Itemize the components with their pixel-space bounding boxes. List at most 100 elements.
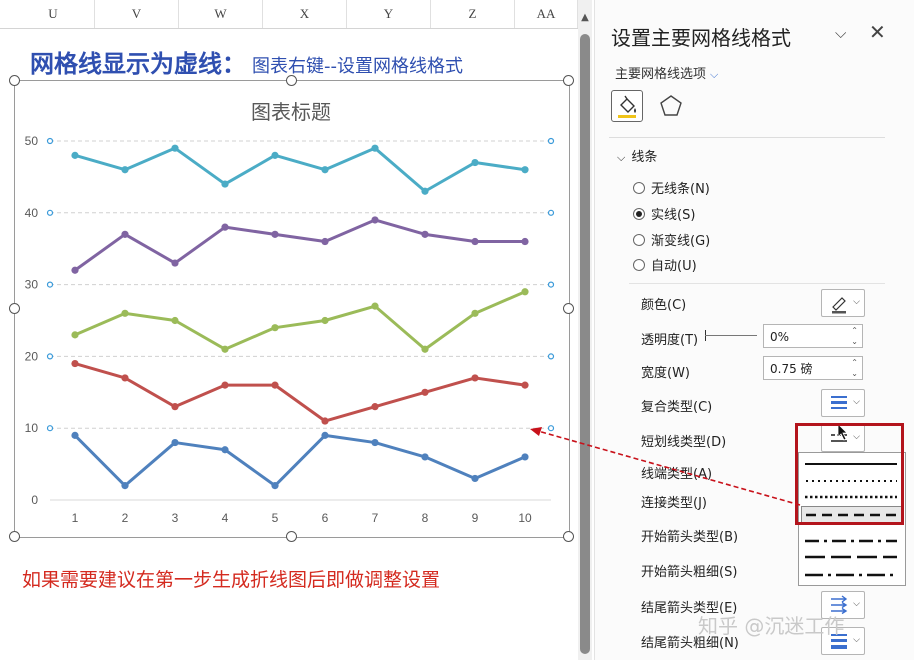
- dash-option-round-dot[interactable]: [805, 475, 897, 487]
- end-arrow-type-dropdown[interactable]: ⌵: [821, 591, 865, 619]
- data-point[interactable]: [121, 309, 129, 317]
- scroll-up-arrow-icon[interactable]: ▲: [581, 12, 589, 23]
- transparency-input[interactable]: 0% ⌃ ⌄: [763, 324, 863, 348]
- data-point[interactable]: [371, 216, 379, 224]
- gridline-handle[interactable]: [547, 137, 555, 145]
- resize-handle-bottom[interactable]: [286, 531, 297, 542]
- color-picker-button[interactable]: ⌵: [821, 289, 865, 317]
- data-point[interactable]: [221, 223, 229, 231]
- series-line[interactable]: [74, 218, 525, 272]
- data-point[interactable]: [521, 237, 529, 246]
- close-icon[interactable]: ✕: [869, 20, 886, 44]
- column-header-v[interactable]: V: [95, 0, 179, 28]
- data-point[interactable]: [71, 151, 79, 159]
- gridline-handle[interactable]: [547, 209, 555, 216]
- data-point[interactable]: [121, 230, 129, 238]
- scrollbar-thumb[interactable]: [580, 34, 590, 654]
- data-point[interactable]: [421, 230, 429, 238]
- data-point[interactable]: [221, 345, 229, 353]
- dash-option-long-dash[interactable]: [805, 551, 897, 563]
- data-point[interactable]: [471, 158, 479, 167]
- resize-handle-bottom-right[interactable]: [563, 531, 574, 542]
- radio-automatic[interactable]: 自动(U): [633, 255, 697, 274]
- resize-handle-top-right[interactable]: [563, 75, 574, 86]
- pane-options-chevron-icon[interactable]: ⌵: [835, 24, 847, 42]
- dash-option-dash-selected[interactable]: [801, 506, 903, 524]
- radio-no-line[interactable]: 无线条(N): [633, 178, 710, 197]
- data-point[interactable]: [271, 230, 279, 238]
- data-point[interactable]: [421, 388, 429, 396]
- data-point[interactable]: [71, 266, 79, 274]
- data-point[interactable]: [371, 302, 379, 310]
- column-header-aa[interactable]: AA: [515, 0, 578, 28]
- resize-handle-left[interactable]: [9, 303, 20, 314]
- resize-handle-top-left[interactable]: [9, 75, 20, 86]
- column-header-y[interactable]: Y: [347, 0, 431, 28]
- data-point[interactable]: [521, 166, 529, 174]
- width-input[interactable]: 0.75 磅 ⌃ ⌄: [763, 356, 863, 380]
- data-point[interactable]: [271, 151, 279, 159]
- resize-handle-top[interactable]: [286, 75, 297, 86]
- gridline-handle[interactable]: [547, 425, 555, 432]
- data-point[interactable]: [371, 438, 379, 447]
- data-point[interactable]: [171, 403, 179, 411]
- line-chart[interactable]: 0 10 20 30 40 50 1 2 3 4 5 6 7 8 9 10: [0, 0, 578, 660]
- gridline-handle[interactable]: [46, 209, 54, 216]
- tab-effects[interactable]: [657, 92, 685, 120]
- data-point[interactable]: [471, 237, 479, 246]
- column-header-w[interactable]: W: [179, 0, 263, 28]
- data-point[interactable]: [421, 345, 429, 353]
- tab-fill-line[interactable]: [611, 90, 643, 122]
- data-point[interactable]: [471, 374, 479, 382]
- spin-arrows-icon[interactable]: ⌃ ⌄: [851, 326, 858, 346]
- series-line[interactable]: [74, 290, 526, 351]
- data-point[interactable]: [121, 374, 129, 382]
- data-point[interactable]: [421, 187, 429, 195]
- data-point[interactable]: [171, 144, 179, 152]
- gridline-handle[interactable]: [46, 353, 54, 360]
- compound-type-dropdown[interactable]: ⌵: [821, 389, 865, 417]
- data-point[interactable]: [471, 474, 479, 483]
- data-point[interactable]: [471, 309, 479, 317]
- data-point[interactable]: [521, 288, 529, 296]
- section-line-header[interactable]: ⌵ 线条: [617, 146, 657, 165]
- gridline-handle[interactable]: [46, 137, 54, 145]
- gridline-handle[interactable]: [46, 425, 54, 432]
- series-line[interactable]: [74, 146, 526, 193]
- data-point[interactable]: [521, 381, 529, 389]
- data-point[interactable]: [171, 316, 179, 325]
- vertical-scrollbar[interactable]: ▲: [578, 0, 592, 660]
- spin-arrows-icon[interactable]: ⌃ ⌄: [851, 358, 858, 378]
- data-point[interactable]: [171, 259, 179, 267]
- chart-area[interactable]: [14, 80, 570, 538]
- resize-handle-bottom-left[interactable]: [9, 531, 20, 542]
- gridline-handle[interactable]: [547, 353, 555, 360]
- data-point[interactable]: [421, 453, 429, 461]
- dash-type-dropdown[interactable]: ⌵: [821, 423, 865, 452]
- data-point[interactable]: [321, 237, 329, 246]
- data-point[interactable]: [221, 446, 229, 454]
- dash-option-dash-dot[interactable]: [805, 535, 897, 547]
- data-point[interactable]: [71, 431, 79, 439]
- data-point[interactable]: [121, 482, 129, 490]
- column-header-z[interactable]: Z: [431, 0, 515, 28]
- data-point[interactable]: [171, 438, 179, 447]
- data-point[interactable]: [271, 381, 279, 389]
- series-line[interactable]: [74, 362, 526, 423]
- data-point[interactable]: [221, 180, 229, 188]
- options-dropdown[interactable]: 主要网格线选项 ⌵: [615, 63, 718, 82]
- gridline-handle[interactable]: [547, 281, 555, 288]
- data-point[interactable]: [71, 331, 79, 339]
- series-line[interactable]: [73, 433, 526, 488]
- resize-handle-right[interactable]: [563, 303, 574, 314]
- data-point[interactable]: [321, 316, 329, 325]
- transparency-slider[interactable]: [705, 335, 757, 336]
- gridline-handle[interactable]: [46, 281, 54, 288]
- data-point[interactable]: [321, 431, 329, 439]
- dash-option-square-dot[interactable]: [805, 491, 897, 503]
- data-point[interactable]: [271, 482, 279, 490]
- data-point[interactable]: [321, 166, 329, 174]
- column-header-x[interactable]: X: [263, 0, 347, 28]
- data-point[interactable]: [371, 144, 379, 152]
- radio-solid-line[interactable]: 实线(S): [633, 204, 695, 223]
